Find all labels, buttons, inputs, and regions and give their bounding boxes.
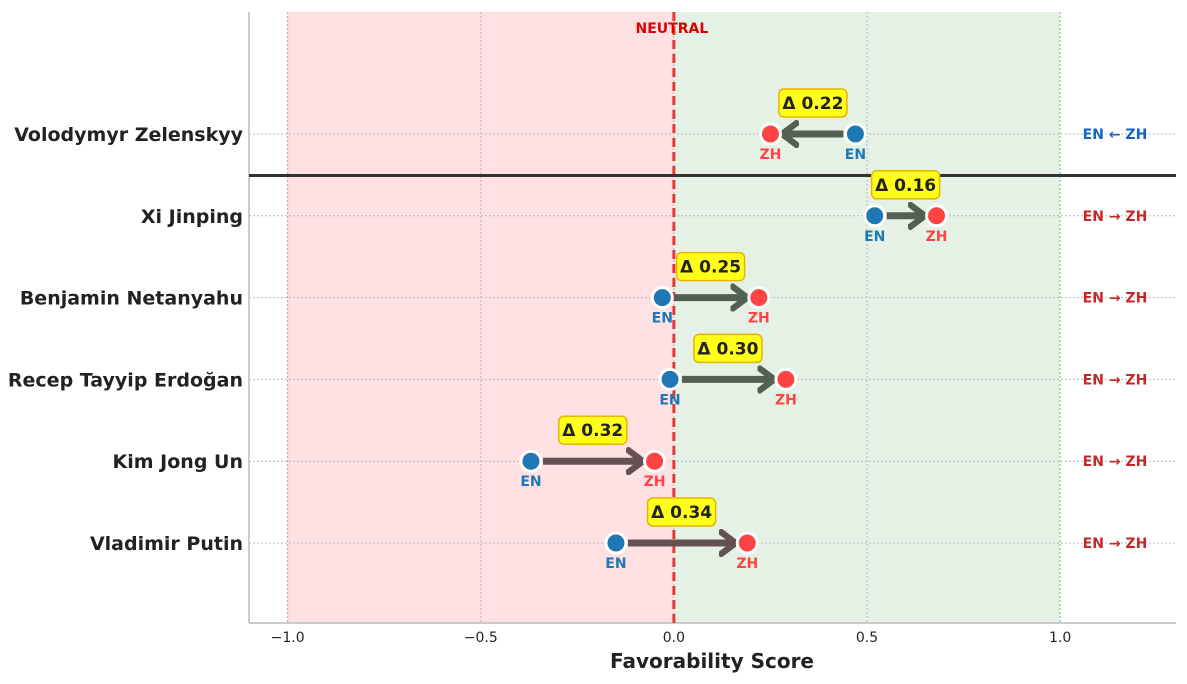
zh-point	[735, 531, 759, 555]
en-point	[519, 449, 543, 473]
category-label: Vladimir Putin	[90, 533, 243, 555]
dumbbell-row: Volodymyr Zelenskyy EN ZH Δ 0.22 EN ← ZH	[14, 88, 1148, 163]
zh-point	[747, 286, 771, 310]
zh-point-label: ZH	[926, 229, 948, 245]
delta-label: Δ 0.16	[875, 176, 936, 196]
zh-point	[774, 367, 798, 391]
delta-label: Δ 0.32	[562, 421, 623, 441]
dumbbell-row: Benjamin Netanyahu EN ZH Δ 0.25 EN → ZH	[20, 251, 1148, 327]
dumbbell-row: Recep Tayyip Erdoğan EN ZH Δ 0.30 EN → ZH	[8, 333, 1148, 408]
category-label: Benjamin Netanyahu	[20, 288, 243, 310]
x-axis-title: Favorability Score	[610, 649, 814, 673]
direction-label: EN → ZH	[1083, 536, 1148, 552]
zh-point-label: ZH	[748, 311, 770, 327]
grid	[249, 12, 1176, 623]
zh-point	[758, 122, 782, 146]
en-point	[863, 204, 887, 228]
en-point-label: EN	[520, 474, 541, 490]
direction-label: EN → ZH	[1083, 372, 1148, 388]
category-label: Volodymyr Zelenskyy	[14, 124, 243, 146]
dumbbell-row: Xi Jinping EN ZH Δ 0.16 EN → ZH	[141, 170, 1148, 245]
zh-point	[643, 449, 667, 473]
dumbbell-row: Vladimir Putin EN ZH Δ 0.34 EN → ZH	[90, 497, 1148, 572]
category-label: Xi Jinping	[141, 206, 243, 228]
direction-label: EN → ZH	[1083, 209, 1148, 225]
direction-label: EN ← ZH	[1083, 127, 1148, 143]
direction-label: EN → ZH	[1083, 291, 1148, 307]
en-point-label: EN	[845, 147, 866, 163]
zh-point-label: ZH	[644, 474, 666, 490]
delta-badge	[558, 415, 628, 445]
delta-label: Δ 0.30	[697, 339, 758, 359]
en-point	[604, 531, 628, 555]
x-tick-label: 0.5	[856, 630, 878, 646]
data-marks: Volodymyr Zelenskyy EN ZH Δ 0.22 EN ← ZH Xi J…	[8, 88, 1148, 572]
delta-badge	[778, 88, 848, 118]
delta-badge	[675, 251, 746, 282]
delta-label: Δ 0.34	[651, 503, 712, 523]
delta-label: Δ 0.22	[782, 94, 843, 114]
category-label: Recep Tayyip Erdoğan	[8, 369, 243, 391]
zh-point-label: ZH	[775, 392, 797, 408]
en-point-label: EN	[864, 229, 885, 245]
x-tick-label: −0.5	[464, 630, 498, 646]
x-tick-label: −1.0	[271, 630, 305, 646]
zh-point-label: ZH	[760, 147, 782, 163]
en-point-label: EN	[659, 392, 680, 408]
delta-label: Δ 0.25	[680, 258, 741, 278]
direction-label: EN → ZH	[1083, 454, 1148, 470]
x-tick-label: 1.0	[1049, 630, 1071, 646]
category-label: Kim Jong Un	[113, 451, 243, 473]
x-tick-label: 0.0	[663, 630, 685, 646]
en-point	[658, 367, 682, 391]
en-point-label: EN	[605, 556, 626, 572]
delta-badge	[693, 333, 763, 364]
en-point	[843, 122, 867, 146]
en-point-label: EN	[652, 311, 673, 327]
en-point	[650, 286, 674, 310]
axes: −1.0 −0.5 0.0 0.5 1.0 NEUTRAL	[248, 12, 1176, 646]
neutral-label: NEUTRAL	[636, 21, 709, 37]
zh-point	[925, 204, 949, 228]
dumbbell-row: Kim Jong Un EN ZH Δ 0.32 EN → ZH	[113, 415, 1148, 490]
zh-point-label: ZH	[736, 556, 758, 572]
delta-badge	[646, 497, 717, 527]
delta-badge	[870, 170, 941, 200]
